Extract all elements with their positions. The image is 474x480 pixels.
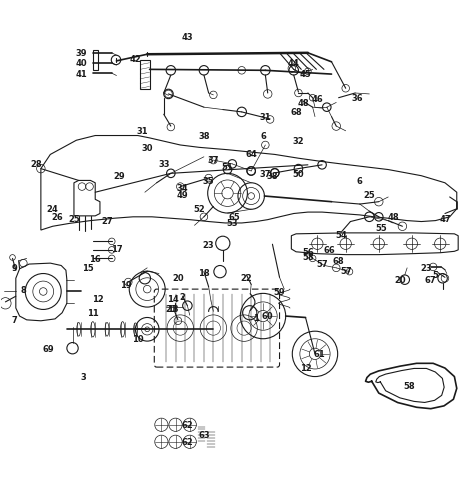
Text: 31: 31: [137, 127, 148, 136]
Text: 43: 43: [182, 33, 193, 42]
Text: 63: 63: [198, 430, 210, 439]
Circle shape: [248, 193, 255, 200]
Text: 12: 12: [300, 363, 311, 372]
Text: 69: 69: [42, 344, 54, 353]
Text: 19: 19: [120, 280, 132, 289]
Text: 30: 30: [141, 144, 153, 153]
Circle shape: [166, 66, 175, 76]
Text: 5: 5: [433, 271, 438, 280]
Text: 17: 17: [110, 245, 122, 254]
Text: 31: 31: [260, 113, 271, 122]
Text: 23: 23: [420, 264, 432, 273]
Text: 35: 35: [203, 177, 214, 186]
Text: 50: 50: [292, 169, 304, 179]
Text: 15: 15: [82, 264, 94, 273]
Text: 2: 2: [180, 292, 186, 301]
Circle shape: [145, 327, 150, 332]
Text: 39: 39: [75, 49, 87, 58]
Text: 29: 29: [113, 172, 125, 181]
Text: 67: 67: [425, 276, 437, 285]
Text: 28: 28: [30, 160, 42, 169]
Text: 62: 62: [182, 420, 193, 430]
Text: 36: 36: [352, 94, 364, 103]
Text: 24: 24: [47, 205, 59, 214]
Text: 51: 51: [222, 162, 233, 171]
Text: 3: 3: [81, 372, 86, 381]
Text: 65: 65: [229, 213, 240, 222]
Circle shape: [257, 311, 269, 322]
Text: 14: 14: [167, 294, 179, 303]
Text: 21: 21: [165, 304, 177, 313]
Text: 13: 13: [167, 304, 179, 313]
Text: 27: 27: [101, 216, 113, 226]
Text: 10: 10: [132, 335, 144, 344]
Text: 20: 20: [172, 273, 184, 282]
Text: 45: 45: [300, 70, 311, 78]
Text: 37: 37: [208, 156, 219, 164]
Text: 18: 18: [198, 268, 210, 277]
Text: 37: 37: [260, 169, 271, 179]
Text: 38: 38: [198, 132, 210, 141]
Text: 11: 11: [87, 309, 99, 318]
Text: 26: 26: [52, 213, 64, 222]
Text: 64: 64: [246, 150, 257, 159]
Text: 25: 25: [364, 191, 375, 200]
Text: 57: 57: [316, 259, 328, 268]
Circle shape: [222, 188, 233, 199]
Text: 44: 44: [288, 59, 300, 68]
Text: 58: 58: [404, 381, 415, 390]
Text: 23: 23: [203, 240, 214, 249]
Text: 60: 60: [262, 311, 273, 320]
Text: 49: 49: [177, 191, 189, 200]
Text: 62: 62: [182, 437, 193, 446]
Text: 25: 25: [68, 214, 80, 223]
Text: 68: 68: [333, 257, 345, 266]
Text: 42: 42: [129, 55, 141, 64]
Text: 8: 8: [20, 285, 26, 294]
Text: 20: 20: [394, 276, 406, 285]
Text: 22: 22: [241, 273, 252, 282]
Text: 40: 40: [75, 59, 87, 68]
Text: 53: 53: [227, 219, 238, 228]
Text: 6: 6: [260, 132, 266, 141]
Text: 12: 12: [91, 294, 103, 303]
Text: 55: 55: [375, 224, 387, 233]
Text: 33: 33: [158, 160, 170, 169]
Text: 52: 52: [193, 205, 205, 214]
Text: 54: 54: [335, 231, 347, 240]
Text: 66: 66: [323, 246, 335, 255]
Text: 58: 58: [302, 252, 314, 261]
Text: 68: 68: [290, 108, 302, 117]
Text: 38: 38: [267, 172, 278, 181]
Text: 59: 59: [273, 288, 285, 296]
Text: 48: 48: [387, 213, 399, 222]
Text: 61: 61: [314, 349, 326, 359]
Text: 57: 57: [340, 266, 352, 275]
Text: 32: 32: [292, 136, 304, 145]
Text: 41: 41: [75, 70, 87, 78]
Text: 48: 48: [297, 99, 309, 108]
Text: 6: 6: [357, 177, 363, 186]
Text: 7: 7: [12, 316, 18, 324]
Text: 9: 9: [12, 264, 18, 273]
Circle shape: [310, 348, 320, 360]
Text: 46: 46: [311, 95, 323, 104]
Text: 16: 16: [89, 254, 101, 264]
Text: 34: 34: [177, 184, 189, 192]
Text: 47: 47: [439, 214, 451, 223]
Text: 1: 1: [253, 313, 259, 322]
Text: 56: 56: [302, 247, 314, 256]
